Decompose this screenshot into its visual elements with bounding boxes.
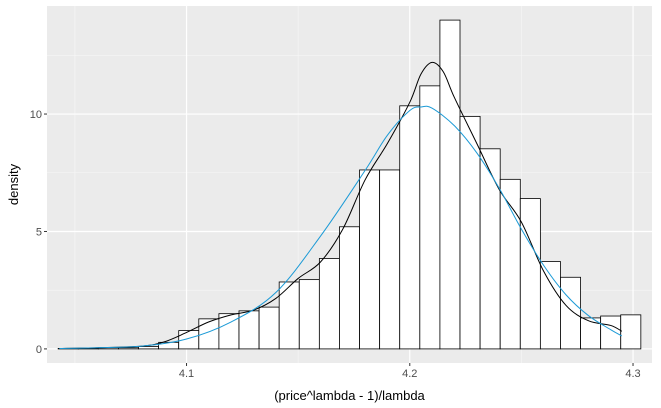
histogram-bar xyxy=(439,19,461,350)
histogram-bar xyxy=(580,317,602,350)
x-tick-label: 4.1 xyxy=(179,368,194,380)
histogram-bar xyxy=(359,169,381,350)
histogram-bar xyxy=(318,258,340,350)
x-axis-title: (price^lambda - 1)/lambda xyxy=(274,388,425,403)
histogram-bar xyxy=(419,85,441,350)
histogram-bar xyxy=(399,105,421,350)
histogram-bar xyxy=(339,226,360,350)
histogram-bar xyxy=(560,276,581,350)
histogram-bars xyxy=(57,19,642,350)
x-tick-label: 4.3 xyxy=(625,368,640,380)
histogram-bar xyxy=(519,198,541,350)
histogram-bar xyxy=(278,281,300,350)
curves xyxy=(59,61,623,349)
histogram-bar xyxy=(118,347,139,350)
histogram-bar xyxy=(600,315,622,350)
histogram-bar xyxy=(620,314,642,350)
density-curve xyxy=(59,61,623,349)
axes: 4.1 4.2 4.3 0 5 10 xyxy=(30,109,641,380)
x-tick-label: 4.2 xyxy=(402,368,417,380)
histogram-bar xyxy=(479,148,501,350)
y-tick-label: 10 xyxy=(30,109,42,121)
histogram-bar xyxy=(379,169,401,350)
y-axis-title: density xyxy=(6,163,21,205)
histogram-bar xyxy=(459,115,481,350)
y-tick-label: 5 xyxy=(36,226,42,238)
histogram-bar xyxy=(258,306,280,350)
y-tick-label: 0 xyxy=(36,344,42,356)
histogram-bar xyxy=(298,279,320,350)
histogram-bar xyxy=(138,346,160,350)
normal-curve xyxy=(59,105,623,349)
